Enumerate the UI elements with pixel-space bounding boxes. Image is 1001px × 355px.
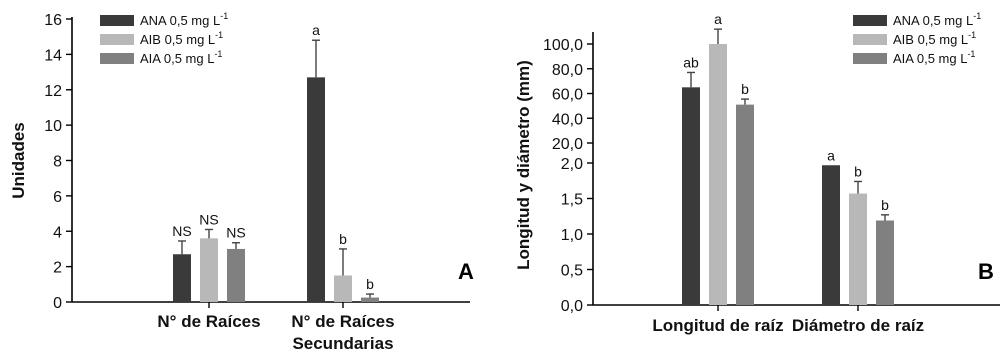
bar-aia xyxy=(361,297,379,302)
bar-aib xyxy=(849,193,867,305)
significance-label: a xyxy=(714,11,722,27)
y-tick-label: 0 xyxy=(53,295,62,312)
bar-ana xyxy=(682,87,700,305)
significance-label: NS xyxy=(226,225,245,241)
significance-label: b xyxy=(339,231,347,247)
bar-ana xyxy=(822,165,840,305)
y-tick-label: 0,0 xyxy=(561,298,583,315)
chart-a: 0 2 4 6 8 10 12 14 16 Unidades N° de Raíces NS NS NS N… xyxy=(9,11,474,353)
bar-aia xyxy=(227,248,245,302)
x-category-label: N° de Raíces xyxy=(291,312,394,331)
chart-b: 0,0 0,5 1,0 1,5 2,0 20,0 40,0 60,0 80,0 100,0 Long… xyxy=(514,11,1000,335)
legend-swatch-ana xyxy=(853,15,887,26)
x-category-label: Diámetro de raíz xyxy=(792,316,924,335)
legend-label-aia: AIA 0,5 mg L-1 xyxy=(893,49,975,66)
y-tick-label: 1,0 xyxy=(561,227,583,244)
y-tick-label: 100,0 xyxy=(543,37,583,54)
y-tick-label: 2,0 xyxy=(561,156,583,173)
y-tick-label: 40,0 xyxy=(552,111,583,128)
y-axis-title: Unidades xyxy=(9,122,28,199)
y-axis-title: Longitud y diámetro (mm) xyxy=(514,60,533,270)
y-tick-label: 2 xyxy=(53,260,62,277)
y-tick-label: 12 xyxy=(44,83,62,100)
x-category-label: N° de Raíces xyxy=(157,312,260,331)
legend-label-aib: AIB 0,5 mg L-1 xyxy=(893,30,976,47)
bar-aia xyxy=(736,104,754,305)
significance-label: a xyxy=(827,147,835,163)
significance-label: b xyxy=(366,276,374,292)
bar-ana xyxy=(173,254,191,302)
significance-label: b xyxy=(854,163,862,179)
legend-swatch-ana xyxy=(100,15,134,26)
legend-swatch-aia xyxy=(853,53,887,64)
y-tick-label: 10 xyxy=(44,118,62,135)
y-tick-label: 20,0 xyxy=(552,136,583,153)
legend-swatch-aib xyxy=(100,34,134,45)
y-tick-label: 8 xyxy=(53,154,62,171)
y-tick-label: 60,0 xyxy=(552,87,583,104)
panel-label-b: B xyxy=(978,259,994,284)
y-tick-label: 14 xyxy=(44,47,62,64)
bar-aib xyxy=(200,238,218,302)
y-tick-label: 6 xyxy=(53,189,62,206)
significance-label: ab xyxy=(683,54,699,70)
significance-label: NS xyxy=(199,211,218,227)
significance-label: NS xyxy=(172,223,191,239)
y-tick-label: 4 xyxy=(53,224,62,241)
panel-label-a: A xyxy=(458,259,474,284)
bar-aib xyxy=(709,44,727,305)
legend-label-aib: AIB 0,5 mg L-1 xyxy=(140,30,223,47)
bar-ana xyxy=(307,77,325,303)
x-category-label: Secundarias xyxy=(292,334,393,353)
significance-label: b xyxy=(881,197,889,213)
y-tick-label: 1,5 xyxy=(561,192,583,209)
legend-swatch-aia xyxy=(100,53,134,64)
x-category-label: Longitud de raíz xyxy=(652,316,783,335)
legend-swatch-aib xyxy=(853,34,887,45)
legend-label-aia: AIA 0,5 mg L-1 xyxy=(140,49,222,66)
significance-label: a xyxy=(312,22,320,38)
y-tick-label: 0,5 xyxy=(561,263,583,280)
legend-label-ana: ANA 0,5 mg L-1 xyxy=(893,11,981,28)
legend-label-ana: ANA 0,5 mg L-1 xyxy=(140,11,228,28)
y-tick-label: 80,0 xyxy=(552,62,583,79)
bar-aia xyxy=(876,220,894,305)
significance-label: b xyxy=(741,81,749,97)
bar-aib xyxy=(334,275,352,302)
y-tick-label: 16 xyxy=(44,12,62,29)
